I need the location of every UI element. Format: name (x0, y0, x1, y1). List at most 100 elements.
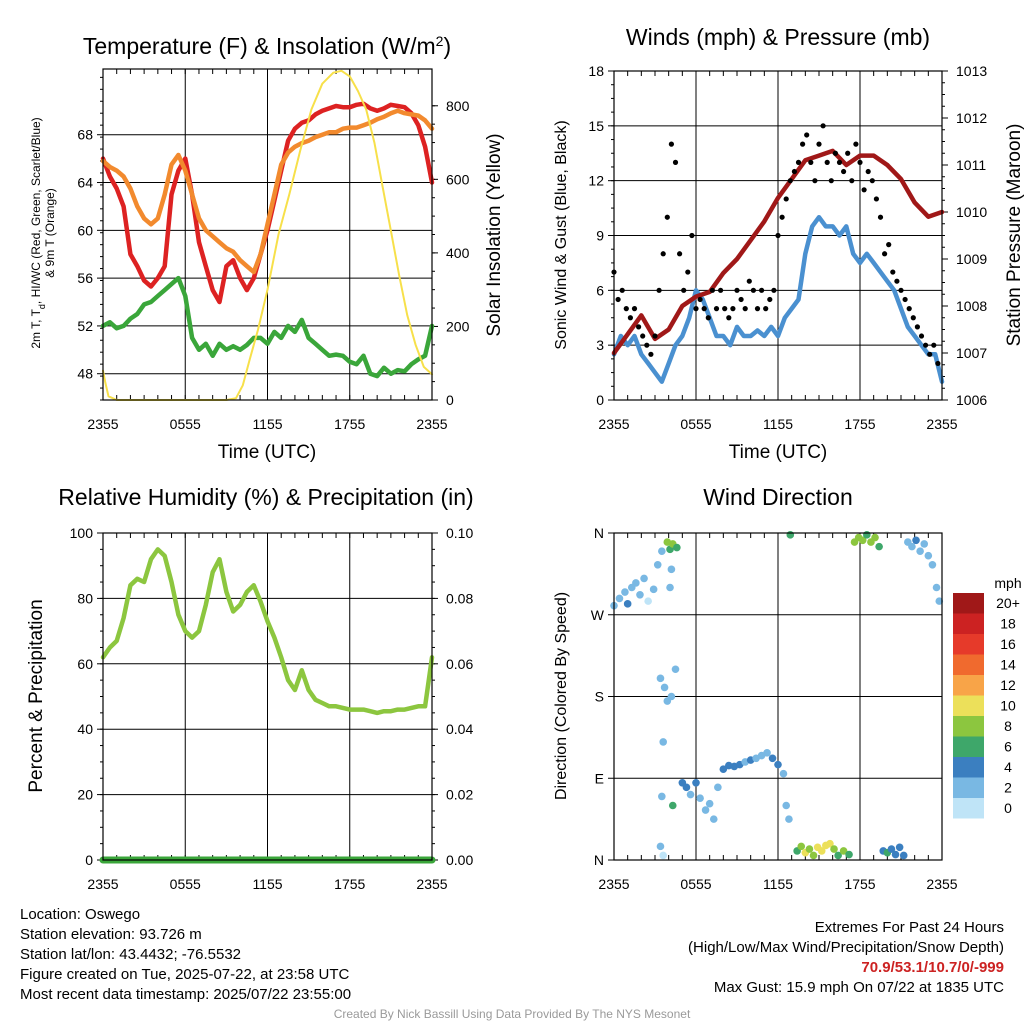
direction-point (671, 665, 680, 674)
legend-swatch (953, 634, 984, 655)
x-tick-label: 2355 (87, 876, 118, 892)
legend-swatch (953, 716, 984, 737)
gust-point (804, 132, 810, 138)
gust-point (935, 360, 941, 367)
direction-point (871, 533, 879, 542)
station-elevation: Station elevation: 93.726 m (20, 926, 202, 943)
x-tick-label: 0555 (680, 876, 711, 892)
humidity-left-axis-label: Percent & Precipitation (26, 599, 47, 792)
gust-point (718, 287, 724, 293)
direction-point (916, 547, 924, 555)
direction-point (928, 560, 937, 569)
legend-swatch (953, 654, 984, 675)
temperature-x-axis-label: Time (UTC) (218, 442, 317, 463)
gust-point (812, 178, 818, 184)
x-tick-label: 2355 (416, 876, 447, 892)
series-line (100, 108, 435, 275)
y-left-tick-label: 52 (77, 318, 93, 334)
credit-line: Created By Nick Bassill Using Data Provi… (333, 1007, 691, 1021)
legend-label: 10 (1000, 698, 1016, 714)
direction-point (768, 754, 777, 763)
gust-point (923, 342, 929, 348)
series-line (611, 214, 945, 384)
gust-point (898, 287, 904, 293)
gust-point (853, 141, 859, 147)
gust-point (931, 342, 937, 348)
gust-point (742, 306, 748, 312)
extremes-title: Extremes For Past 24 Hours (814, 919, 1004, 936)
direction-point (615, 594, 624, 603)
wind-speed-legend-title: mph (994, 575, 1021, 591)
gust-point (668, 141, 675, 147)
recent-data-timestamp: Most recent data timestamp: 2025/07/22 2… (20, 986, 352, 1003)
temperature-insolation-chart: 2355 0555 1155 1755 2355 48 52 56 60 64 68 0 200 400 6… (77, 68, 470, 432)
temperature-left-axis-label-line2: & 9m T (Orange) (43, 188, 57, 278)
y-right-tick-label: 1007 (956, 345, 987, 361)
winds-x-axis-label: Time (UTC) (729, 442, 828, 463)
y-right-tick-label: 200 (446, 318, 470, 334)
y-right-tick-label: 0.06 (446, 656, 473, 672)
direction-point (891, 850, 900, 859)
y-right-tick-label: 0.04 (446, 721, 473, 737)
gust-point (771, 287, 777, 293)
y-right-tick-label: 1010 (956, 204, 987, 220)
extremes-subtitle: (High/Low/Max Wind/Precipitation/Snow De… (688, 939, 1004, 956)
legend-label: 16 (1000, 636, 1016, 652)
x-tick-label: 1155 (763, 416, 793, 432)
gust-point (857, 159, 863, 165)
gust-point (681, 287, 687, 293)
station-info: Location: Oswego Station elevation: 93.7… (20, 905, 351, 1005)
gust-point (689, 232, 695, 239)
direction-point (666, 583, 674, 592)
direction-point (667, 692, 676, 701)
direction-point (636, 590, 644, 599)
direction-point (785, 815, 793, 823)
direction-point (656, 842, 665, 851)
direction-point (701, 806, 710, 814)
gust-point (660, 251, 666, 257)
figure-created: Figure created on Tue, 2025-07-22, at 23… (20, 966, 350, 983)
direction-point (659, 851, 667, 860)
gust-point (648, 351, 654, 357)
direction-point (632, 579, 640, 587)
y-right-tick-label: 1006 (956, 392, 987, 408)
gust-point (677, 251, 683, 257)
direction-point (834, 851, 842, 860)
station-location: Location: Oswego (20, 906, 141, 923)
extremes-info: Extremes For Past 24 Hours (High/Low/Max… (688, 918, 1004, 998)
gust-point (849, 178, 855, 184)
y-right-tick-label: 0.00 (446, 852, 473, 868)
x-tick-label: 2355 (598, 416, 629, 432)
direction-point (920, 540, 929, 548)
legend-swatch (953, 798, 984, 819)
humidity-precipitation-chart: 2355 0555 1155 1755 2355 0 20 40 60 80 100 0.00 0.02… (70, 525, 474, 892)
direction-point (797, 842, 806, 851)
direction-point (845, 850, 853, 859)
y-left-tick-label: S (595, 689, 604, 705)
gust-point (631, 306, 638, 312)
x-tick-label: 1755 (334, 416, 365, 432)
x-tick-label: 0555 (680, 416, 711, 432)
direction-point (659, 738, 667, 746)
legend-label: 2 (1004, 780, 1012, 796)
gust-point (759, 287, 765, 293)
direction-point (668, 801, 677, 810)
legend-swatch (953, 777, 984, 798)
gust-point (865, 168, 871, 175)
gust-point (705, 315, 711, 321)
gust-point (828, 178, 834, 184)
direction-point (935, 597, 944, 605)
gust-point (730, 306, 736, 312)
direction-point (875, 542, 883, 551)
y-right-tick-label: 1009 (956, 251, 987, 267)
legend-swatch (953, 695, 984, 716)
legend-label: 0 (1004, 800, 1012, 816)
y-left-tick-label: 0 (596, 392, 604, 408)
gust-point (894, 278, 900, 284)
y-left-tick-label: 18 (588, 63, 604, 79)
y-left-tick-label: E (595, 770, 604, 786)
gust-point (779, 214, 785, 220)
direction-point (673, 543, 681, 552)
direction-point (830, 845, 838, 853)
gust-point (914, 324, 921, 330)
